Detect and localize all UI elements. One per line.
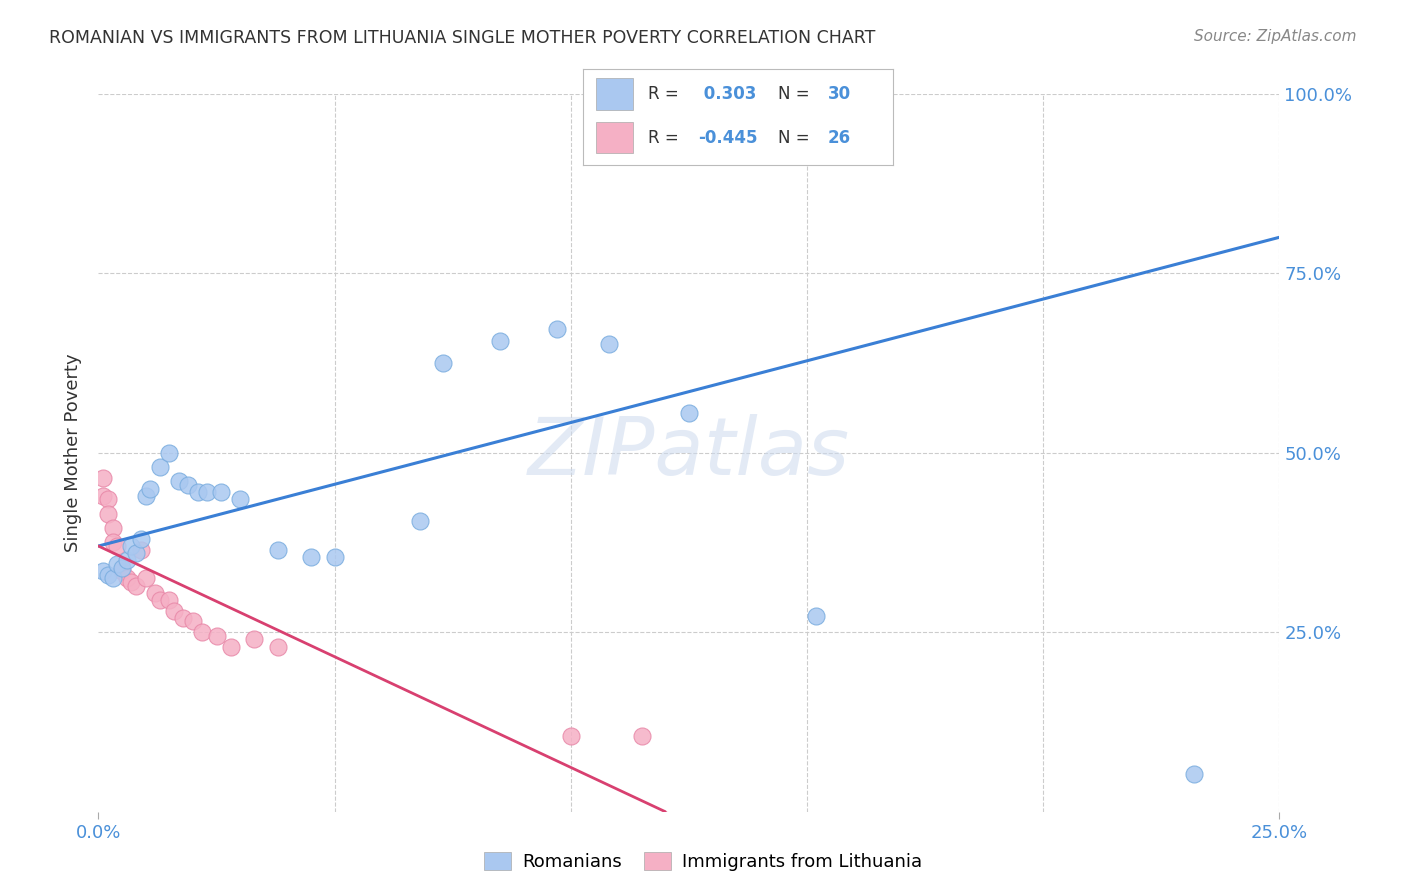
Point bbox=[560, 729, 582, 743]
Point bbox=[157, 446, 180, 460]
Text: 26: 26 bbox=[828, 128, 851, 146]
Text: -0.445: -0.445 bbox=[697, 128, 758, 146]
Point bbox=[229, 492, 252, 507]
Point bbox=[135, 571, 157, 585]
Point bbox=[101, 535, 124, 549]
Point bbox=[125, 578, 148, 592]
Point bbox=[149, 460, 172, 475]
Text: ZIPatlas: ZIPatlas bbox=[527, 414, 851, 491]
Point bbox=[243, 632, 266, 647]
Point bbox=[139, 482, 162, 496]
Point bbox=[598, 336, 620, 351]
Text: Source: ZipAtlas.com: Source: ZipAtlas.com bbox=[1194, 29, 1357, 44]
Point bbox=[299, 549, 322, 564]
Point bbox=[167, 475, 190, 489]
Point bbox=[149, 593, 172, 607]
Point bbox=[97, 507, 120, 521]
Point bbox=[489, 334, 512, 349]
Point bbox=[91, 471, 114, 485]
Point bbox=[678, 406, 700, 420]
Point bbox=[209, 485, 232, 500]
Point bbox=[172, 611, 194, 625]
Point bbox=[187, 485, 209, 500]
Point bbox=[195, 485, 218, 500]
Point bbox=[630, 729, 652, 743]
Point bbox=[432, 356, 454, 370]
Point bbox=[205, 629, 228, 643]
Point bbox=[101, 571, 124, 585]
Legend: Romanians, Immigrants from Lithuania: Romanians, Immigrants from Lithuania bbox=[477, 845, 929, 879]
Point bbox=[97, 567, 120, 582]
Point bbox=[129, 532, 152, 546]
Y-axis label: Single Mother Poverty: Single Mother Poverty bbox=[65, 353, 83, 552]
Point bbox=[219, 640, 242, 654]
Point bbox=[101, 521, 124, 535]
Text: R =: R = bbox=[648, 128, 685, 146]
Point bbox=[163, 604, 186, 618]
Point bbox=[546, 322, 568, 336]
Text: 0.303: 0.303 bbox=[697, 86, 756, 103]
Text: R =: R = bbox=[648, 86, 685, 103]
Point bbox=[181, 615, 204, 629]
Point bbox=[408, 514, 430, 528]
Point bbox=[191, 625, 214, 640]
Text: ROMANIAN VS IMMIGRANTS FROM LITHUANIA SINGLE MOTHER POVERTY CORRELATION CHART: ROMANIAN VS IMMIGRANTS FROM LITHUANIA SI… bbox=[49, 29, 876, 46]
Point bbox=[125, 546, 148, 560]
Point bbox=[97, 492, 120, 507]
Point bbox=[135, 489, 157, 503]
Point bbox=[177, 478, 200, 492]
Point bbox=[111, 560, 134, 574]
Point bbox=[121, 574, 143, 589]
Point bbox=[129, 542, 152, 557]
Point bbox=[111, 564, 134, 578]
Point bbox=[157, 593, 180, 607]
Point bbox=[143, 585, 166, 599]
Point bbox=[323, 549, 346, 564]
Point bbox=[105, 539, 128, 553]
Point bbox=[267, 640, 290, 654]
Bar bbox=[596, 121, 633, 153]
Text: 30: 30 bbox=[828, 86, 851, 103]
Point bbox=[1184, 767, 1206, 781]
Point bbox=[91, 564, 114, 578]
Point bbox=[267, 542, 290, 557]
Bar bbox=[596, 78, 633, 110]
Text: N =: N = bbox=[779, 86, 815, 103]
Point bbox=[115, 571, 138, 585]
Point bbox=[121, 539, 143, 553]
Point bbox=[115, 553, 138, 567]
Point bbox=[91, 489, 114, 503]
Text: N =: N = bbox=[779, 128, 815, 146]
Point bbox=[105, 557, 128, 571]
Point bbox=[806, 609, 828, 624]
